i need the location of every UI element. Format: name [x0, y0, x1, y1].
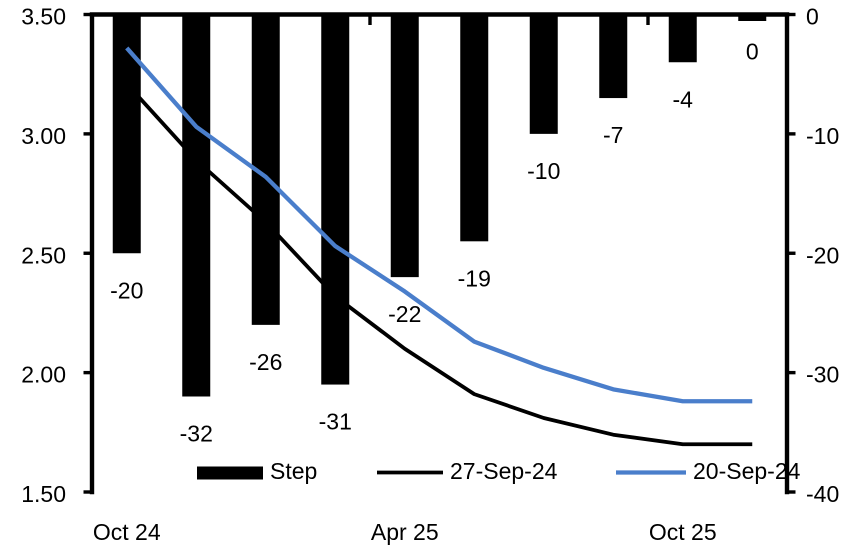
bar-step-5	[460, 13, 489, 242]
x-axis-label-oct-24: Oct 24	[93, 519, 161, 545]
left-axis-tick-label: 1.50	[21, 481, 66, 507]
legend-item-20-sep-24: 20-Sep-24	[616, 458, 801, 484]
legend-label-20-sep-24: 20-Sep-24	[693, 458, 801, 484]
bar-step-9	[738, 13, 767, 21]
bar-step-1	[182, 13, 211, 397]
series-line-27-sep-24	[125, 82, 753, 447]
bar-step-6	[529, 13, 558, 134]
right-axis-tick-label: -30	[806, 362, 839, 388]
legend-label-step: Step	[270, 458, 317, 484]
left-axis-tick-label: 3.50	[21, 4, 66, 30]
bar-step-3	[321, 13, 350, 385]
bar-value-label-8: -4	[673, 86, 694, 112]
bar-value-label-3: -31	[319, 409, 352, 435]
bar-value-label-9: 0	[746, 39, 759, 65]
left-axis-tick-label: 2.50	[21, 242, 66, 268]
legend-item-step: Step	[197, 458, 317, 484]
left-axis-tick-label: 2.00	[21, 362, 66, 388]
bar-value-label-4: -22	[388, 301, 421, 327]
right-axis-tick-label: -20	[806, 242, 839, 268]
bar-value-label-5: -19	[458, 265, 491, 291]
left-axis-tick-label: 3.00	[21, 123, 66, 149]
legend-item-27-sep-24: 27-Sep-24	[377, 458, 558, 484]
right-axis-tick-label: -40	[806, 481, 839, 507]
bar-step-8	[668, 13, 697, 63]
x-axis-label-oct-25: Oct 25	[649, 519, 717, 545]
legend-swatch-bar	[197, 466, 263, 480]
legend-label-27-sep-24: 27-Sep-24	[450, 458, 558, 484]
bar-step-4	[390, 13, 419, 278]
bar-value-label-2: -26	[249, 349, 282, 375]
x-axis-label-apr-25: Apr 25	[371, 519, 439, 545]
bar-step-0	[112, 13, 141, 254]
right-axis-tick-label: -10	[806, 123, 839, 149]
bar-step-7	[599, 13, 628, 99]
bar-value-label-7: -7	[603, 122, 623, 148]
right-axis-tick-label: 0	[806, 4, 819, 30]
series-line-20-sep-24	[125, 46, 753, 404]
bar-value-label-0: -20	[110, 277, 143, 303]
bar-value-label-1: -32	[180, 421, 213, 447]
bar-value-label-6: -10	[527, 158, 560, 184]
